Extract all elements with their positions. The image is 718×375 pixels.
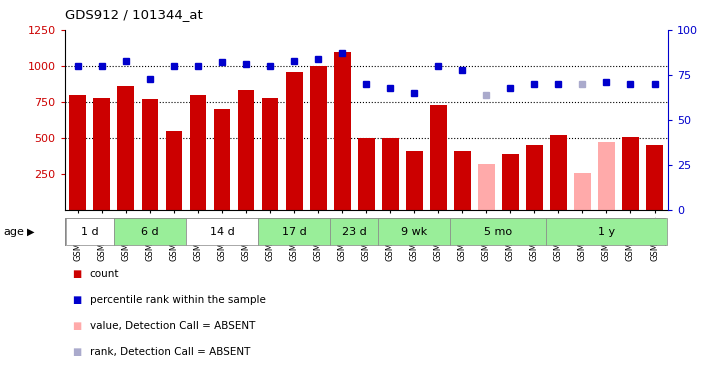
- FancyBboxPatch shape: [66, 218, 114, 245]
- Text: rank, Detection Call = ABSENT: rank, Detection Call = ABSENT: [90, 348, 250, 357]
- Bar: [598, 142, 615, 210]
- Text: percentile rank within the sample: percentile rank within the sample: [90, 295, 266, 305]
- Bar: [93, 98, 111, 210]
- FancyBboxPatch shape: [450, 218, 546, 245]
- Bar: [70, 95, 86, 210]
- Text: ■: ■: [72, 295, 81, 305]
- Bar: [622, 136, 639, 210]
- Text: ▶: ▶: [27, 227, 34, 237]
- Bar: [502, 154, 519, 210]
- Text: 6 d: 6 d: [141, 226, 159, 237]
- Text: age: age: [4, 227, 24, 237]
- Bar: [190, 95, 206, 210]
- Bar: [454, 151, 471, 210]
- Bar: [358, 138, 375, 210]
- Text: GDS912 / 101344_at: GDS912 / 101344_at: [65, 8, 202, 21]
- FancyBboxPatch shape: [378, 218, 450, 245]
- Text: 9 wk: 9 wk: [401, 226, 427, 237]
- Text: count: count: [90, 269, 119, 279]
- Bar: [406, 151, 423, 210]
- Bar: [286, 72, 302, 210]
- Bar: [213, 109, 230, 210]
- FancyBboxPatch shape: [546, 218, 666, 245]
- FancyBboxPatch shape: [258, 218, 330, 245]
- Bar: [550, 135, 567, 210]
- Bar: [430, 105, 447, 210]
- Text: ■: ■: [72, 348, 81, 357]
- Bar: [238, 90, 254, 210]
- Text: 14 d: 14 d: [210, 226, 234, 237]
- Bar: [141, 99, 159, 210]
- Bar: [574, 172, 591, 210]
- Text: 17 d: 17 d: [281, 226, 307, 237]
- Bar: [118, 86, 134, 210]
- Bar: [334, 52, 350, 210]
- Text: value, Detection Call = ABSENT: value, Detection Call = ABSENT: [90, 321, 255, 331]
- FancyBboxPatch shape: [186, 218, 258, 245]
- Bar: [309, 66, 327, 210]
- Text: 5 mo: 5 mo: [484, 226, 513, 237]
- Bar: [382, 138, 398, 210]
- Bar: [478, 164, 495, 210]
- Bar: [526, 145, 543, 210]
- Bar: [261, 98, 279, 210]
- Text: 1 y: 1 y: [598, 226, 615, 237]
- FancyBboxPatch shape: [114, 218, 186, 245]
- Text: ■: ■: [72, 269, 81, 279]
- Bar: [646, 145, 663, 210]
- Bar: [166, 131, 182, 210]
- FancyBboxPatch shape: [330, 218, 378, 245]
- Text: 1 d: 1 d: [81, 226, 98, 237]
- Text: 23 d: 23 d: [342, 226, 367, 237]
- Text: ■: ■: [72, 321, 81, 331]
